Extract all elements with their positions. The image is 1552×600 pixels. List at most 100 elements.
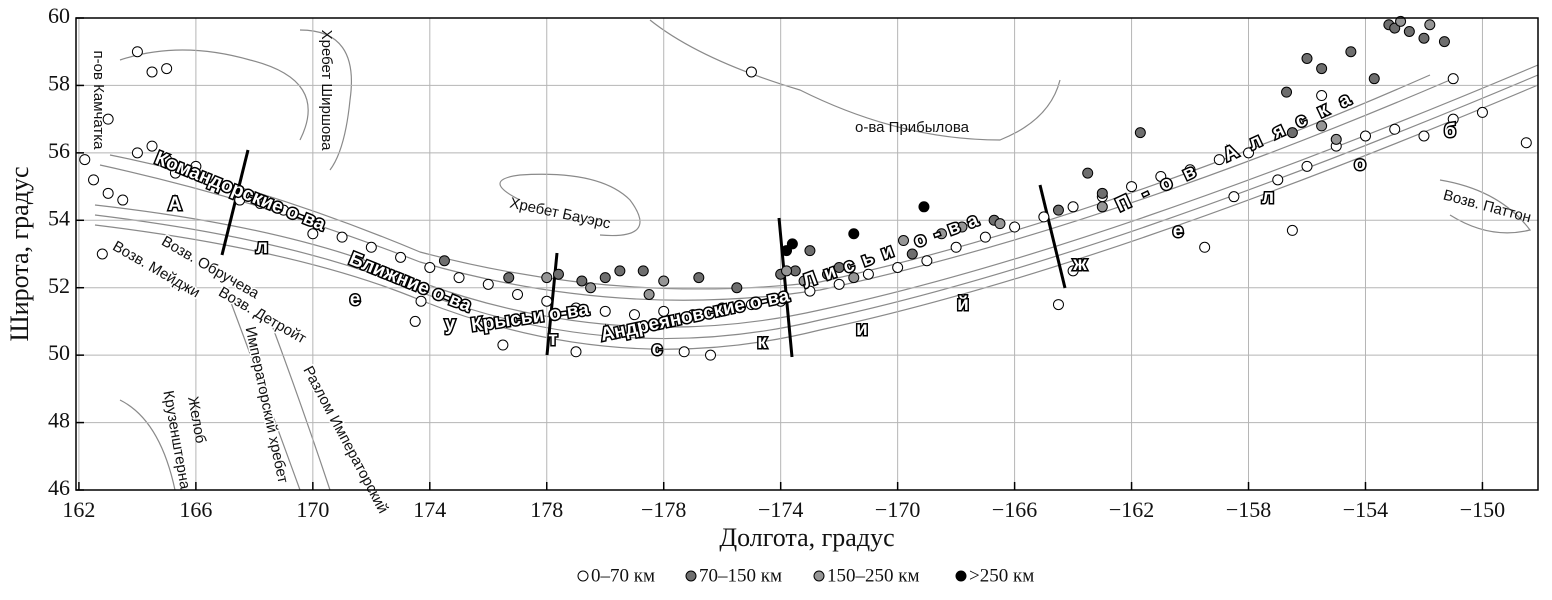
trench-letter: ж: [1072, 254, 1087, 275]
earthquake-point: [1424, 19, 1436, 31]
earthquake-point: [161, 63, 173, 75]
earthquake-point: [1272, 174, 1284, 186]
earthquake-point: [482, 278, 494, 290]
earthquake-point: [415, 295, 427, 307]
place-label: Командорские о-ва: [152, 148, 329, 236]
earthquake-point: [1052, 204, 1064, 216]
earthquake-point: [1316, 90, 1328, 102]
contour: [94, 64, 1539, 328]
plot-frame: [75, 17, 1539, 491]
place-label: Возв. Обручева: [159, 233, 263, 303]
earthquake-point: [936, 228, 948, 240]
earthquake-point: [658, 275, 670, 287]
place-label: Желоб: [184, 395, 209, 445]
earthquake-point: [1038, 211, 1050, 223]
earthquake-point: [169, 167, 181, 179]
x-tick-label: 162: [62, 497, 95, 522]
legend-marker: [955, 570, 967, 582]
segment-boundary: [1038, 184, 1067, 289]
earthquake-point: [848, 272, 860, 284]
earthquake-point: [1316, 120, 1328, 132]
earthquake-point: [599, 305, 611, 317]
contour: [499, 173, 641, 237]
x-tick-label: −158: [1226, 497, 1271, 522]
y-tick-label: 58: [48, 70, 70, 95]
earthquake-point: [1126, 181, 1138, 193]
x-axis-title: Долгота, градус: [719, 523, 894, 552]
trench-letter: т: [548, 329, 557, 350]
contour: [229, 299, 301, 491]
place-label: Крысьи о-ва: [470, 299, 591, 336]
earthquake-point: [918, 201, 930, 213]
earthquake-point: [102, 187, 114, 199]
earthquake-point: [643, 288, 655, 300]
place-label: Хребет Бауэрс: [508, 194, 612, 232]
earthquake-point: [1286, 127, 1298, 139]
earthquake-point: [833, 261, 845, 273]
place-label: Императорский хребет: [242, 325, 292, 485]
earthquake-point: [833, 278, 845, 290]
earthquake-point: [1096, 187, 1108, 199]
earthquake-point: [1052, 299, 1064, 311]
trench-letter: б: [1444, 121, 1456, 142]
earthquake-point: [1184, 164, 1196, 176]
earthquake-point: [1447, 73, 1459, 85]
contour: [94, 74, 1539, 340]
earthquake-point: [102, 113, 114, 125]
earthquake-point: [1228, 191, 1240, 203]
earthquake-point: [862, 268, 874, 280]
earthquake-point: [570, 302, 582, 314]
earthquake-point: [804, 245, 816, 257]
x-tick-label: −166: [992, 497, 1037, 522]
earthquake-point: [307, 228, 319, 240]
earthquake-point: [1330, 133, 1342, 145]
earthquake-point: [979, 231, 991, 243]
earthquake-point: [1476, 106, 1488, 118]
earthquake-point: [146, 140, 158, 152]
earthquake-point: [848, 228, 860, 240]
earthquake-point: [1286, 224, 1298, 236]
earthquake-point: [278, 204, 290, 216]
earthquake-point: [1389, 123, 1401, 135]
earthquake-point: [1520, 137, 1532, 149]
earthquake-point: [1301, 160, 1313, 172]
earthquake-point: [599, 272, 611, 284]
place-label: о-ва Прибылова: [855, 119, 970, 136]
earthquake-point: [705, 349, 717, 361]
earthquake-point: [693, 272, 705, 284]
earthquake-point: [146, 66, 158, 78]
earthquake-point: [234, 194, 246, 206]
trench-letter: й: [957, 294, 969, 315]
earthquake-point: [950, 241, 962, 253]
earthquake-point: [994, 218, 1006, 230]
earthquake-point: [1082, 167, 1094, 179]
earthquake-point: [576, 275, 588, 287]
legend-marker: [813, 570, 825, 582]
earthquake-point: [1418, 130, 1430, 142]
earthquake-point: [628, 309, 640, 321]
earthquake-point: [798, 275, 810, 287]
y-tick-label: 54: [48, 205, 70, 230]
y-tick-label: 56: [48, 138, 70, 163]
earthquake-point: [821, 268, 833, 280]
earthquake-point: [453, 272, 465, 284]
earthquake-point: [131, 147, 143, 159]
x-tick-label: −154: [1343, 497, 1388, 522]
earthquake-point: [892, 261, 904, 273]
legend-label: 70–150 км: [699, 565, 782, 586]
trench-letter: у: [445, 314, 456, 335]
y-tick-label: 48: [48, 408, 70, 433]
earthquake-point: [687, 309, 699, 321]
x-tick-label: −150: [1460, 497, 1505, 522]
earthquake-point: [781, 245, 793, 257]
earthquake-point: [1096, 201, 1108, 213]
earthquake-point: [424, 261, 436, 273]
earthquake-point: [503, 272, 515, 284]
trench-letter: с: [652, 339, 663, 360]
earthquake-point: [161, 154, 173, 166]
x-tick-label: −178: [641, 497, 686, 522]
x-tick-label: 170: [296, 497, 329, 522]
earthquake-point: [1134, 127, 1146, 139]
earthquake-point: [552, 268, 564, 280]
